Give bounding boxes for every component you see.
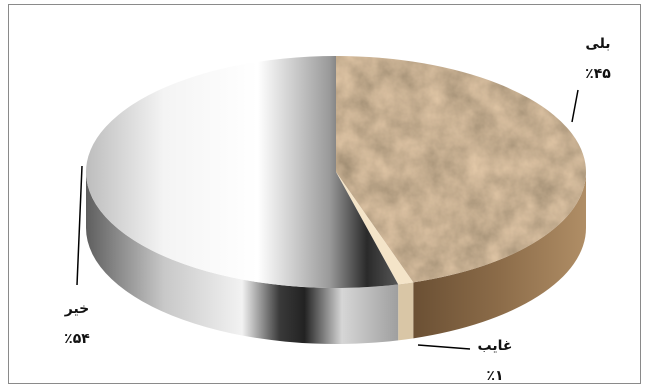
pie-side-2: [398, 282, 414, 341]
pie-labels: بلی ٪۴۵ غایب ٪۱ خیر ٪۵۴: [64, 36, 612, 384]
pie-slice-2: [336, 172, 414, 285]
pie-slice-3: [86, 56, 399, 288]
slice-label-1: بلی: [585, 36, 610, 52]
slice-label-3: خیر: [64, 301, 90, 317]
pie-side-3: [86, 172, 399, 344]
pie-slice-1: [336, 56, 587, 283]
leader-line-3: [76, 165, 83, 286]
leader-line-2: [417, 344, 471, 350]
slice-value-1: ٪۴۵: [585, 66, 611, 82]
slice-label-2: غایب: [478, 338, 513, 354]
pie-side-1: [413, 172, 586, 339]
pie-slices: [86, 56, 587, 344]
slice-value-2: ٪۱: [486, 368, 503, 384]
leader-line-1: [571, 89, 579, 123]
slice-value-3: ٪۵۴: [64, 331, 90, 347]
